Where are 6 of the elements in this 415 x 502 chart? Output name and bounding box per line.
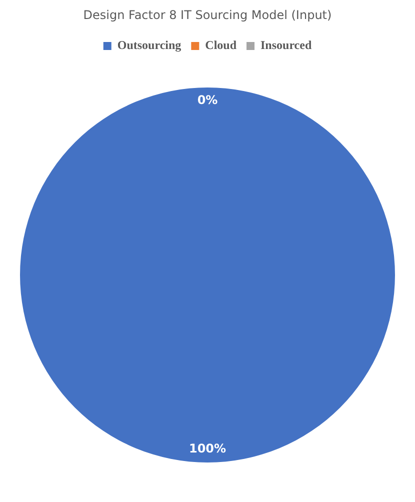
text: 0%	[197, 92, 218, 107]
legend-label: Insourced	[260, 38, 312, 52]
chart-title: Design Factor 8 IT Sourcing Model (Input)	[82, 8, 333, 22]
data-label: 100%	[188, 442, 226, 456]
legend-label: Cloud	[205, 38, 237, 52]
legend-label: Outsourcing	[117, 38, 182, 52]
